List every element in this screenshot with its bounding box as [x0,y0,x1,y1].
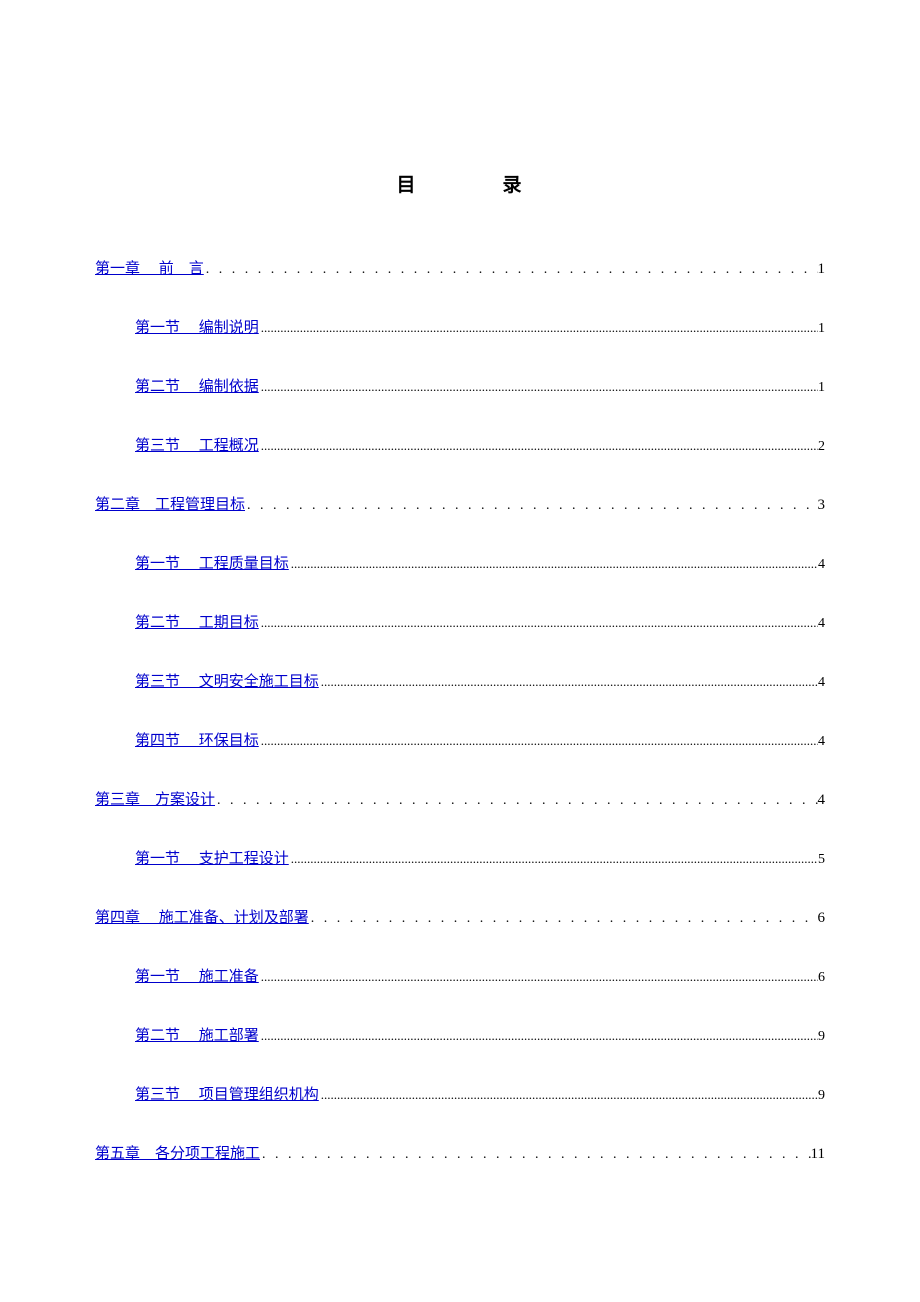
toc-page-0: 1 [818,261,826,278]
toc-link-7[interactable]: 第三节 文明安全施工目标 [135,670,319,691]
toc-leader-dots: . . . . . . . . . . . . . . . . . . . . … [215,793,817,809]
toc-link-13[interactable]: 第二节 施工部署 [135,1024,259,1045]
toc-link-9[interactable]: 第三章 方案设计 [95,788,215,809]
toc-entry-15: 第五章 各分项工程施工. . . . . . . . . . . . . . .… [95,1142,825,1163]
toc-link-8[interactable]: 第四节 环保目标 [135,729,259,750]
toc-link-15[interactable]: 第五章 各分项工程施工 [95,1142,260,1163]
toc-entry-4: 第二章 工程管理目标. . . . . . . . . . . . . . . … [95,493,825,514]
toc-leader-dots: ........................................… [259,438,818,454]
toc-entry-3: 第三节 工程概况................................… [135,434,825,455]
toc-leader-dots: . . . . . . . . . . . . . . . . . . . . … [260,1147,811,1163]
toc-leader-dots: . . . . . . . . . . . . . . . . . . . . … [204,262,818,278]
toc-page-9: 4 [818,792,826,809]
toc-link-6[interactable]: 第二节 工期目标 [135,611,259,632]
toc-entry-1: 第一节 编制说明................................… [135,316,825,337]
toc-leader-dots: . . . . . . . . . . . . . . . . . . . . … [245,498,817,514]
toc-page-13: 9 [818,1029,825,1045]
title-char-1: 目 [396,170,417,197]
toc-entry-13: 第二节 施工部署................................… [135,1024,825,1045]
toc-page-11: 6 [818,910,826,927]
toc-link-5[interactable]: 第一节 工程质量目标 [135,552,289,573]
toc-leader-dots: . . . . . . . . . . . . . . . . . . . . … [309,911,818,927]
toc-link-12[interactable]: 第一节 施工准备 [135,965,259,986]
toc-leader-dots: ........................................… [259,1028,818,1044]
toc-page-5: 4 [818,557,825,573]
toc-page-8: 4 [818,734,825,750]
toc-page-6: 4 [818,616,825,632]
toc-entry-2: 第二节 编制依据................................… [135,375,825,396]
toc-leader-dots: ........................................… [259,733,818,749]
toc-leader-dots: ........................................… [259,969,818,985]
toc-page-4: 3 [818,497,826,514]
toc-entry-0: 第一章 前 言. . . . . . . . . . . . . . . . .… [95,257,825,278]
title-char-2: 录 [503,175,524,196]
toc-page-2: 1 [818,380,825,396]
toc-entry-7: 第三节 文明安全施工目标............................… [135,670,825,691]
toc-page-3: 2 [818,439,825,455]
toc-leader-dots: ........................................… [259,320,818,336]
toc-link-0[interactable]: 第一章 前 言 [95,257,204,278]
toc-link-11[interactable]: 第四章 施工准备、计划及部署 [95,906,309,927]
toc-link-4[interactable]: 第二章 工程管理目标 [95,493,245,514]
toc-container: 第一章 前 言. . . . . . . . . . . . . . . . .… [95,257,825,1163]
toc-page-14: 9 [818,1088,825,1104]
toc-entry-14: 第三节 项目管理组织机构............................… [135,1083,825,1104]
toc-leader-dots: ........................................… [319,674,818,690]
toc-entry-12: 第一节 施工准备................................… [135,965,825,986]
toc-entry-8: 第四节 环保目标................................… [135,729,825,750]
toc-entry-9: 第三章 方案设计. . . . . . . . . . . . . . . . … [95,788,825,809]
toc-link-10[interactable]: 第一节 支护工程设计 [135,847,289,868]
toc-entry-11: 第四章 施工准备、计划及部署. . . . . . . . . . . . . … [95,906,825,927]
toc-page-15: 11 [811,1146,825,1163]
toc-link-2[interactable]: 第二节 编制依据 [135,375,259,396]
toc-entry-10: 第一节 支护工程设计..............................… [135,847,825,868]
toc-link-1[interactable]: 第一节 编制说明 [135,316,259,337]
toc-link-3[interactable]: 第三节 工程概况 [135,434,259,455]
toc-link-14[interactable]: 第三节 项目管理组织机构 [135,1083,319,1104]
toc-entry-5: 第一节 工程质量目标..............................… [135,552,825,573]
toc-page-10: 5 [818,852,825,868]
toc-leader-dots: ........................................… [319,1087,818,1103]
toc-leader-dots: ........................................… [289,851,818,867]
toc-leader-dots: ........................................… [259,615,818,631]
toc-leader-dots: ........................................… [259,379,818,395]
toc-title: 目录 [95,170,825,197]
toc-leader-dots: ........................................… [289,556,818,572]
toc-page-12: 6 [818,970,825,986]
toc-page-1: 1 [818,321,825,337]
toc-entry-6: 第二节 工期目标................................… [135,611,825,632]
toc-page-7: 4 [818,675,825,691]
